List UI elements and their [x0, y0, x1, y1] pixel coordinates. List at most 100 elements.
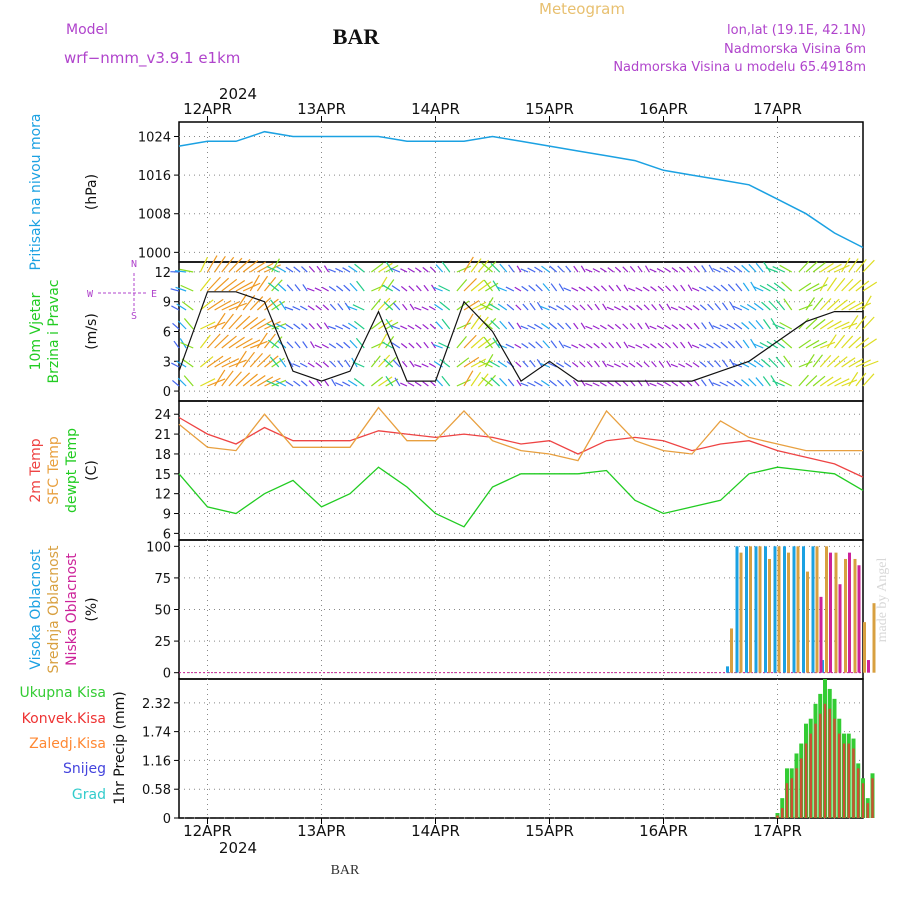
cloud-mid-bar: [815, 546, 819, 673]
wind-barb: [527, 267, 536, 273]
wind-barb: [470, 258, 482, 273]
wind-barb: [819, 319, 834, 330]
wind-barb: [701, 265, 707, 273]
wind-barb: [841, 257, 851, 273]
wind-barb: [257, 262, 274, 273]
wind-barb: [250, 340, 268, 349]
wind-barb: [256, 332, 268, 349]
wind-barb: [666, 360, 672, 368]
wind-barb: [693, 322, 700, 330]
wind-barb: [344, 359, 351, 368]
wind-barb: [392, 359, 401, 368]
wind-barb: [520, 325, 529, 330]
x-day-label-top: 15APR: [525, 100, 574, 118]
wind-barb: [307, 305, 315, 311]
wind-barb: [353, 377, 365, 387]
wind-barb: [585, 343, 593, 349]
wind-barb: [729, 358, 736, 368]
wind-barb: [805, 318, 818, 330]
wind-barb: [761, 301, 771, 311]
cloud-high-bar: [764, 546, 767, 673]
wind-barb: [599, 324, 607, 330]
wind-barb: [834, 299, 848, 311]
wind-barb: [176, 303, 187, 311]
precip-conv-bar: [781, 808, 784, 818]
wind-barb: [536, 301, 543, 311]
wind-barb: [214, 277, 230, 292]
wind-barb: [490, 377, 501, 387]
wind-barb: [812, 354, 823, 368]
wind-barb: [177, 320, 187, 330]
wind-barb: [643, 304, 650, 311]
wind-barb: [692, 304, 700, 311]
wind-barb: [484, 318, 497, 330]
x-day-label-bottom: 17APR: [753, 822, 802, 840]
y-tick-label-precip: 2.32: [142, 697, 171, 712]
wind-barb: [221, 370, 234, 387]
wind-barb: [621, 362, 629, 368]
wind-barb: [848, 315, 859, 330]
wind-barb: [347, 305, 358, 311]
wind-barb: [268, 282, 280, 292]
cloud-mid-bar: [777, 546, 781, 673]
wind-barb: [314, 344, 322, 349]
wind-barb: [385, 279, 395, 292]
wind-barb: [798, 304, 813, 311]
wind-barb: [352, 361, 365, 368]
wind-barb: [593, 342, 600, 349]
y-tick-label-wind: 3: [163, 355, 171, 370]
wind-barb: [692, 362, 700, 368]
wind-barb: [271, 279, 283, 292]
wind-barb: [400, 285, 408, 292]
wind-barb: [834, 356, 848, 368]
wind-barb: [328, 325, 336, 330]
lonlat-label: lon,lat (19.1E, 42.1N): [727, 23, 866, 38]
wind-barb: [214, 334, 229, 349]
wind-barb: [841, 357, 856, 368]
wind-barb: [477, 338, 492, 349]
wind-barb: [622, 380, 629, 387]
wind-barb: [534, 266, 543, 273]
wind-barb: [779, 264, 793, 273]
watermark: made by Angel: [875, 558, 890, 643]
wind-barb: [637, 322, 643, 330]
sfc-temp-line: [178, 406, 863, 462]
wind-barb: [701, 322, 707, 330]
wind-barb: [687, 284, 693, 292]
wind-barb: [542, 340, 550, 349]
wind-barb: [732, 305, 743, 311]
wind-barb: [855, 280, 870, 292]
wind-barb: [727, 283, 736, 292]
wind-barb: [773, 282, 785, 292]
wind-barb: [678, 363, 686, 368]
wind-barb: [508, 264, 515, 273]
wind-barb: [385, 357, 397, 368]
wind-barb: [742, 339, 750, 349]
wind-barb: [834, 321, 850, 330]
wind-barb: [348, 265, 358, 273]
wind-barb: [666, 303, 672, 311]
wind-barb: [490, 263, 501, 273]
wind-barb: [587, 304, 593, 311]
wind-barb: [180, 342, 194, 349]
wind-barb: [414, 324, 422, 330]
wind-barb: [713, 342, 721, 349]
wind-barb: [615, 341, 622, 349]
wind-barb: [693, 265, 700, 273]
wind-barb: [308, 323, 315, 330]
precip-conv-bar: [871, 778, 874, 818]
precip-conv-bar: [866, 803, 869, 818]
wind-barb: [300, 305, 308, 311]
wind-barb: [214, 369, 226, 387]
wind-barb: [651, 304, 657, 311]
wind-barb: [855, 359, 871, 368]
wind-barb: [698, 286, 707, 292]
cloud-high-bar: [726, 666, 729, 673]
wind-barb: [435, 321, 444, 330]
wind-barb: [221, 313, 234, 330]
precip-conv-bar: [847, 743, 850, 818]
wind-barb: [664, 381, 671, 387]
wind-barb: [371, 376, 384, 387]
y-tick-label-temperature: 24: [154, 408, 171, 423]
wind-barb: [302, 284, 308, 292]
